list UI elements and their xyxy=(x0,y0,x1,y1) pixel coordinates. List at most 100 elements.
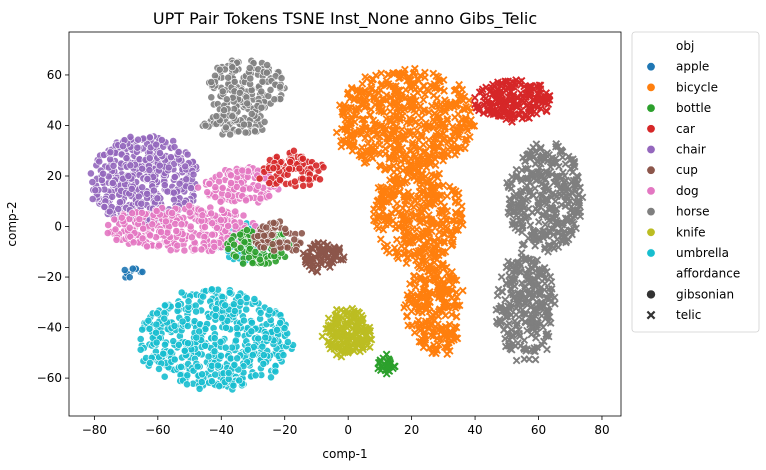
y-tick-label: 20 xyxy=(47,169,62,183)
point-cup-gibsonian xyxy=(290,235,299,244)
point-chair-gibsonian xyxy=(164,163,173,172)
point-horse-telic xyxy=(531,355,540,364)
point-umbrella-gibsonian xyxy=(183,380,191,389)
point-umbrella-gibsonian xyxy=(211,311,220,320)
point-chair-gibsonian xyxy=(134,135,142,144)
point-apple-gibsonian xyxy=(138,267,147,276)
point-chair-gibsonian xyxy=(155,161,164,170)
cluster-bottle-telic xyxy=(374,350,399,378)
y-axis-label: comp-2 xyxy=(5,201,19,246)
point-dog-gibsonian xyxy=(208,230,217,239)
point-knife-telic xyxy=(318,332,327,341)
point-bottle-gibsonian xyxy=(248,259,257,267)
point-horse-gibsonian xyxy=(218,87,227,96)
point-cup-gibsonian xyxy=(260,231,269,240)
point-dog-gibsonian xyxy=(173,241,182,250)
legend-label-apple: apple xyxy=(676,60,709,74)
point-horse-gibsonian xyxy=(228,112,237,121)
point-bicycle-telic xyxy=(358,80,367,88)
x-tick-label: 20 xyxy=(404,423,419,437)
point-horse-telic xyxy=(543,345,551,354)
point-umbrella-gibsonian xyxy=(178,317,187,326)
point-umbrella-gibsonian xyxy=(259,359,268,368)
point-umbrella-gibsonian xyxy=(283,338,292,346)
point-bicycle-telic xyxy=(407,307,416,316)
point-umbrella-gibsonian xyxy=(248,351,257,359)
point-chair-gibsonian xyxy=(126,132,135,141)
point-dog-gibsonian xyxy=(161,217,170,226)
point-chair-gibsonian xyxy=(175,179,184,188)
point-bicycle-telic xyxy=(376,235,385,244)
point-horse-gibsonian xyxy=(245,64,254,72)
point-horse-telic xyxy=(541,279,549,288)
point-chair-gibsonian xyxy=(145,166,154,174)
point-dog-gibsonian xyxy=(239,185,247,194)
point-horse-gibsonian xyxy=(241,128,250,137)
point-horse-gibsonian xyxy=(207,93,216,102)
point-horse-gibsonian xyxy=(262,68,271,77)
x-tick-label: 80 xyxy=(594,423,609,437)
point-dog-gibsonian xyxy=(227,179,235,187)
point-umbrella-gibsonian xyxy=(152,338,161,347)
point-chair-gibsonian xyxy=(187,184,195,192)
point-umbrella-gibsonian xyxy=(251,371,260,380)
y-tick-label: 60 xyxy=(47,68,62,82)
y-tick-label: 0 xyxy=(54,220,62,234)
point-horse-telic xyxy=(497,273,506,281)
y-tick-label: 40 xyxy=(47,118,62,132)
cluster-dog-gibsonian xyxy=(103,201,260,255)
point-chair-gibsonian xyxy=(169,188,178,197)
point-umbrella-gibsonian xyxy=(193,362,202,371)
point-horse-gibsonian xyxy=(257,103,266,112)
point-horse-telic xyxy=(517,248,526,257)
cluster-bicycle-telic xyxy=(400,253,467,359)
point-chair-gibsonian xyxy=(157,136,166,144)
y-tick-label: −20 xyxy=(37,270,62,284)
point-horse-telic xyxy=(520,336,529,345)
point-chair-gibsonian xyxy=(181,162,190,171)
point-chair-gibsonian xyxy=(105,207,114,216)
point-dog-gibsonian xyxy=(112,235,121,244)
point-umbrella-gibsonian xyxy=(138,325,147,334)
point-car-gibsonian xyxy=(265,179,274,187)
legend-marker-car xyxy=(646,124,656,134)
x-axis-ticks: −80 −60 −40 −20 0 20 40 60 80 xyxy=(82,416,610,437)
cluster-car-telic xyxy=(470,76,554,126)
point-car-gibsonian xyxy=(255,174,264,183)
point-dog-gibsonian xyxy=(103,229,112,237)
point-bicycle-telic xyxy=(332,128,341,137)
point-dog-gibsonian xyxy=(205,179,214,188)
point-umbrella-gibsonian xyxy=(195,384,204,393)
point-umbrella-gibsonian xyxy=(271,367,280,376)
point-chair-gibsonian xyxy=(149,186,158,195)
point-cup-gibsonian xyxy=(275,238,284,247)
point-umbrella-gibsonian xyxy=(250,295,259,303)
point-umbrella-gibsonian xyxy=(267,373,275,382)
point-dog-gibsonian xyxy=(239,211,248,220)
point-dog-gibsonian xyxy=(180,246,189,255)
cluster-horse-telic xyxy=(503,140,587,256)
point-horse-gibsonian xyxy=(222,95,231,104)
point-dog-gibsonian xyxy=(231,222,240,231)
point-car-gibsonian xyxy=(289,146,298,155)
legend-label-horse: horse xyxy=(676,205,710,219)
point-dog-gibsonian xyxy=(200,223,209,231)
legend-marker-cup xyxy=(646,165,656,175)
point-chair-gibsonian xyxy=(133,143,142,152)
point-chair-gibsonian xyxy=(166,153,175,162)
point-cup-gibsonian xyxy=(281,224,290,233)
point-umbrella-gibsonian xyxy=(258,342,267,351)
point-umbrella-gibsonian xyxy=(152,320,161,329)
point-umbrella-gibsonian xyxy=(259,351,268,359)
point-umbrella-gibsonian xyxy=(212,305,220,313)
point-car-gibsonian xyxy=(298,174,307,183)
point-cup-gibsonian xyxy=(259,243,268,252)
cluster-umbrella-gibsonian xyxy=(136,285,297,394)
cluster-bicycle-telic xyxy=(369,160,467,269)
point-chair-gibsonian xyxy=(138,164,147,173)
point-umbrella-gibsonian xyxy=(229,300,238,309)
point-dog-gibsonian xyxy=(157,228,165,236)
point-apple-gibsonian xyxy=(128,264,137,273)
point-dog-gibsonian xyxy=(104,221,113,229)
point-dog-gibsonian xyxy=(148,220,157,229)
